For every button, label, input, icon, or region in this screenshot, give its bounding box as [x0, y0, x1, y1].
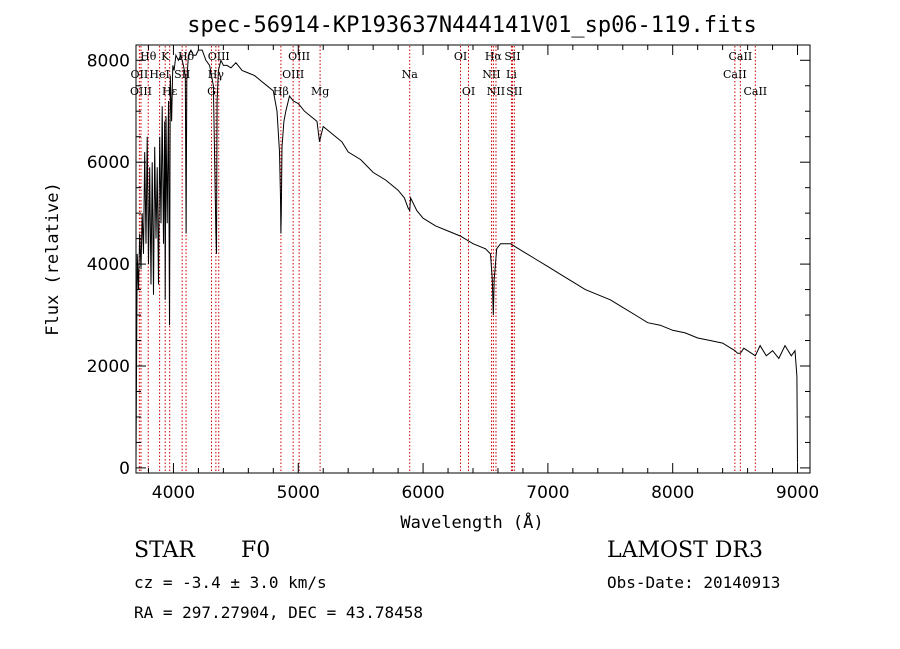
- x-tick-label-5: 9000: [776, 483, 819, 503]
- survey-name: LAMOST DR3: [607, 538, 763, 563]
- line-marker-label-23: SII: [506, 85, 522, 98]
- spectrum-line: [135, 48, 798, 463]
- line-marker-label-11: OIII: [288, 50, 310, 63]
- x-tick-label-0: 4000: [152, 483, 195, 503]
- line-markers: [138, 46, 756, 472]
- x-tick-label-3: 7000: [526, 483, 569, 503]
- line-marker-label-13: Hβ: [273, 85, 289, 98]
- object-class: STAR: [134, 538, 195, 563]
- line-marker-label-2: OIII: [130, 85, 152, 98]
- line-marker-label-18: Hα: [485, 50, 503, 63]
- x-tick-label-4: 8000: [651, 483, 694, 503]
- y-tick-label-4: 8000: [87, 51, 130, 71]
- line-marker-label-22: NII: [487, 85, 505, 98]
- coordinates: RA = 297.27904, DEC = 43.78458: [134, 603, 423, 622]
- y-tick-label-0: 0: [119, 459, 130, 479]
- x-tick-label-1: 5000: [277, 483, 320, 503]
- redshift-text: cz = -3.4 ± 3.0 km/s: [134, 573, 327, 592]
- line-marker-label-19: SII: [504, 50, 520, 63]
- line-marker-label-15: Na: [402, 68, 419, 81]
- subclass: F0: [241, 538, 271, 563]
- y-tick-label-3: 6000: [87, 153, 130, 173]
- line-marker-label-16: OI: [454, 50, 467, 63]
- x-axis-label: Wavelength (Å): [400, 511, 543, 533]
- line-marker-label-12: OIII: [282, 68, 304, 81]
- plot-frame: [135, 44, 811, 474]
- line-marker-label-21: Li: [506, 68, 517, 81]
- line-marker-label-1: OII: [131, 68, 149, 81]
- line-marker-label-26: CaII: [743, 85, 767, 98]
- y-tick-label-1: 2000: [87, 357, 130, 377]
- obs-date: Obs-Date: 20140913: [607, 573, 781, 592]
- line-marker-label-7: SII: [174, 68, 190, 81]
- line-marker-label-14: Mg: [311, 85, 329, 98]
- chart-title: spec-56914-KP193637N444141V01_sp06-119.f…: [187, 13, 757, 38]
- line-marker-label-17: OI: [462, 85, 475, 98]
- line-marker-label-8: OIII: [208, 50, 230, 63]
- line-marker-label-24: CaII: [729, 50, 753, 63]
- x-tick-label-2: 6000: [401, 483, 444, 503]
- line-marker-label-10: G: [207, 85, 216, 98]
- y-axis-label: Flux (relative): [43, 182, 63, 336]
- x-axis-ticks: 4000 5000 6000 7000 8000 9000: [147, 45, 819, 503]
- y-axis-ticks: 0 2000 4000 6000 8000: [87, 51, 810, 479]
- line-marker-label-0: Hθ: [140, 50, 157, 63]
- line-marker-label-25: CaII: [723, 68, 747, 81]
- line-marker-label-20: NII: [482, 68, 500, 81]
- line-marker-label-3: K: [161, 50, 170, 63]
- y-tick-label-2: 4000: [87, 255, 130, 275]
- line-marker-label-4: HeI: [149, 68, 169, 81]
